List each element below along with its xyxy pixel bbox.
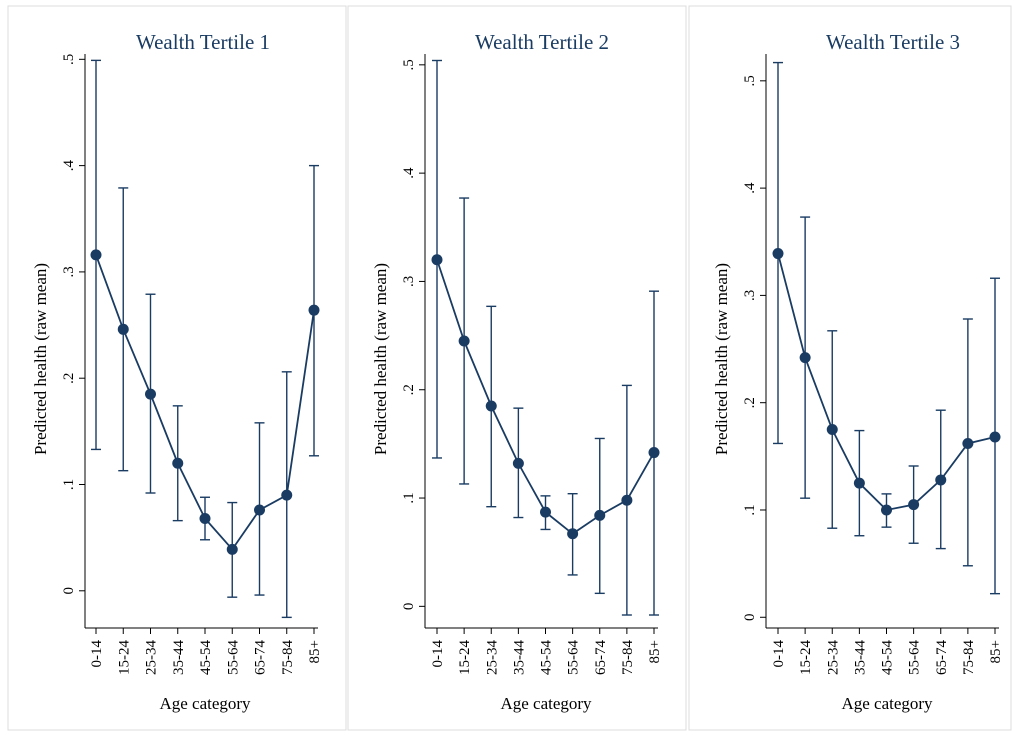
data-point (281, 489, 293, 501)
data-point (567, 528, 579, 540)
x-tick-label: 65-74 (593, 640, 609, 675)
x-axis-title: Age category (159, 694, 251, 713)
data-point (853, 477, 865, 489)
x-tick-label: 25-34 (825, 640, 841, 675)
data-point (90, 249, 102, 261)
y-tick-label: .2 (401, 384, 417, 395)
x-tick-label: 25-34 (144, 640, 160, 675)
data-point (799, 352, 811, 364)
data-point (308, 304, 320, 316)
x-tick-label: 0-14 (89, 640, 105, 668)
data-point (172, 457, 184, 469)
x-tick-label: 45-54 (198, 640, 214, 675)
x-tick-label: 25-34 (484, 640, 500, 675)
panel-border (688, 5, 1012, 731)
data-point (621, 494, 633, 506)
data-point (962, 437, 974, 449)
y-tick-label: .4 (742, 182, 758, 194)
x-tick-label: 0-14 (430, 640, 446, 668)
y-tick-label: 0 (401, 603, 417, 611)
panel-3: Wealth Tertile 3 0 .1 .2 .3 .4 .5 Predicted hea… (688, 5, 1012, 731)
x-tick-label: 45-54 (539, 640, 555, 675)
data-point (226, 543, 238, 555)
data-point (826, 424, 838, 436)
data-point (594, 509, 606, 521)
x-tick-label: 35-44 (852, 640, 868, 675)
x-tick-label: 35-44 (511, 640, 527, 675)
x-tick-label: 0-14 (771, 640, 787, 668)
x-tick-label: 15-24 (457, 640, 473, 675)
data-point (145, 388, 156, 400)
data-point (117, 323, 129, 335)
y-axis-title: Predicted health (raw mean) (31, 263, 50, 455)
panel-title: Wealth Tertile 1 (136, 30, 270, 54)
x-tick-label: 75-84 (620, 640, 636, 675)
y-tick-label: .2 (742, 397, 758, 408)
data-point (648, 447, 660, 459)
panel-border (7, 5, 347, 731)
data-point (881, 504, 892, 516)
x-tick-label: 65-74 (934, 640, 950, 675)
x-tick-label: 75-84 (280, 640, 296, 675)
data-point (458, 335, 470, 347)
data-point (512, 457, 524, 469)
data-point (485, 400, 497, 412)
x-tick-label: 65-74 (253, 640, 269, 675)
data-point (431, 254, 443, 266)
panel-1: Wealth Tertile 1 0 .1 .2 .3 .4 .5 Predicted hea… (7, 5, 347, 731)
x-tick-label: 85+ (988, 640, 1004, 663)
y-tick-label: .4 (61, 159, 77, 171)
data-point (772, 248, 784, 260)
x-tick-label: 55-64 (225, 640, 241, 675)
x-tick-label: 85+ (647, 640, 663, 663)
y-tick-label: .3 (61, 266, 77, 277)
data-point (540, 506, 551, 518)
data-point (199, 513, 211, 525)
y-tick-label: .5 (742, 75, 758, 86)
x-tick-label: 85+ (307, 640, 323, 663)
panel-title: Wealth Tertile 3 (826, 30, 960, 54)
y-tick-label: .2 (61, 373, 77, 384)
x-tick-label: 15-24 (116, 640, 132, 675)
x-tick-label: 75-84 (961, 640, 977, 675)
y-tick-label: .1 (61, 479, 77, 490)
panel-2: Wealth Tertile 2 0 .1 .2 .3 .4 .5 Predicted hea… (347, 5, 687, 731)
panel-title: Wealth Tertile 2 (475, 30, 609, 54)
y-tick-label: .4 (401, 167, 417, 179)
data-point (254, 504, 265, 516)
data-point (935, 474, 947, 486)
y-axis-title: Predicted health (raw mean) (712, 263, 731, 455)
x-axis-title: Age category (841, 694, 933, 713)
x-tick-label: 55-64 (907, 640, 923, 675)
y-tick-label: 0 (742, 614, 758, 622)
data-point (908, 499, 920, 511)
x-tick-label: 35-44 (171, 640, 187, 675)
x-tick-label: 15-24 (798, 640, 814, 675)
y-tick-label: .1 (742, 504, 758, 515)
y-tick-label: 0 (61, 587, 77, 595)
y-tick-label: .1 (401, 492, 417, 503)
data-point (989, 431, 1001, 443)
x-axis-title: Age category (500, 694, 592, 713)
y-tick-label: .3 (401, 276, 417, 287)
y-axis-title: Predicted health (raw mean) (371, 263, 390, 455)
x-tick-label: 45-54 (880, 640, 896, 675)
y-tick-label: .3 (742, 290, 758, 301)
y-tick-label: .5 (61, 54, 77, 65)
x-tick-label: 55-64 (566, 640, 582, 675)
panel-border (347, 5, 687, 731)
y-tick-label: .5 (401, 59, 417, 70)
